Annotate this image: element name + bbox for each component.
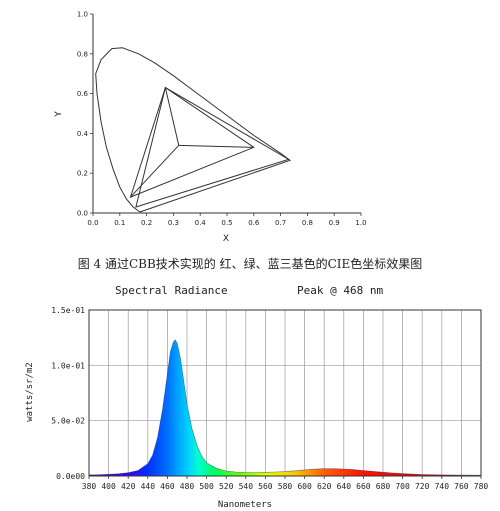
spectral-plot-frame	[88, 309, 482, 477]
spectral-y-axis-label: watts/sr/m2	[25, 362, 35, 422]
cie-x-tick-label: 0.2	[141, 219, 152, 227]
white-point-connector-1	[164, 87, 180, 146]
cie-y-tick-label: 0.8	[77, 50, 88, 58]
spectral-x-tick-label: 400	[101, 482, 116, 491]
spectral-x-tick-label: 480	[180, 482, 195, 491]
cie-y-axis-label: Y	[54, 111, 64, 118]
spectral-y-tick-label: 1.0e-01	[51, 361, 85, 370]
spectral-x-tick-label: 780	[474, 482, 489, 491]
cie-x-tick-label: 0.3	[168, 219, 179, 227]
spectral-radiance-line	[88, 339, 482, 476]
spectral-chart-title: Spectral Radiance	[115, 284, 228, 297]
color-gamut-triangle-1	[129, 86, 255, 198]
spectral-x-tick-label: 460	[160, 482, 175, 491]
figure-caption: 图 4 通过CBB技术实现的 红、绿、蓝三基色的CIE色坐标效果图	[77, 257, 423, 271]
cie-x-tick-label: 0.0	[87, 219, 98, 227]
cie-x-tick-label: 0.6	[248, 219, 260, 227]
spectral-x-axis-label: Nanometers	[218, 500, 272, 510]
spectral-radiance-area	[89, 339, 481, 476]
peak-annotation: Peak @ 468 nm	[297, 284, 383, 297]
spectral-x-tick-label: 560	[258, 482, 273, 491]
cie-x-tick-label: 0.4	[195, 219, 207, 227]
spectral-radiance-chart: Spectral Radiance Peak @ 468 nm 380 400 42…	[25, 284, 488, 510]
cie-x-tick-label: 1.0	[355, 219, 366, 227]
cie-x-axis-label: X	[223, 234, 229, 244]
cie-x-tick-label: 0.1	[114, 219, 125, 227]
cie-plot	[95, 47, 292, 213]
spectral-x-tick-label: 640	[337, 482, 352, 491]
cie-y-tick-label: 0.2	[77, 170, 88, 178]
spectral-x-tick-label: 420	[121, 482, 136, 491]
color-gamut-triangle-2	[135, 86, 290, 208]
spectral-y-tick-label: 0.0e00	[56, 472, 85, 481]
cie-y-tick-label: 0.4	[77, 130, 89, 138]
spectral-locus	[95, 47, 292, 213]
spectral-x-tick-label: 760	[454, 482, 469, 491]
spectral-x-tick-label: 620	[317, 482, 332, 491]
spectral-x-tick-label: 700	[395, 482, 410, 491]
cie-y-tick-label: 0.0	[77, 210, 88, 218]
spectral-x-tick-label: 720	[415, 482, 430, 491]
spectral-x-tick-label: 500	[199, 482, 214, 491]
white-point-connector-3	[130, 144, 180, 198]
cie-axes: 0.0 0.1 0.2 0.3 0.4 0.5 0.6 0.7 0.8 0.9 1.0 0.0 0.2 0…	[77, 11, 367, 228]
spectral-x-tick-label: 660	[356, 482, 371, 491]
cie-x-tick-label: 0.9	[329, 219, 340, 227]
spectral-x-tick-label: 600	[297, 482, 312, 491]
cie-x-tick-label: 0.7	[275, 219, 286, 227]
cie-y-tick-label: 1.0	[77, 11, 88, 19]
spectral-x-tick-label: 520	[219, 482, 234, 491]
spectral-y-tick-label: 1.5e-01	[51, 306, 85, 315]
spectral-x-tick-label: 380	[82, 482, 97, 491]
spectral-x-tick-label: 540	[239, 482, 254, 491]
cie-x-tick-label: 0.8	[302, 219, 313, 227]
spectral-x-tick-label: 440	[141, 482, 156, 491]
cie-chromaticity-chart: 0.0 0.1 0.2 0.3 0.4 0.5 0.6 0.7 0.8 0.9 1.0 0.0 0.2 0…	[54, 11, 367, 245]
spectral-plot	[88, 339, 482, 476]
cie-x-tick-label: 0.5	[221, 219, 232, 227]
cie-y-tick-label: 0.6	[77, 90, 89, 98]
spectral-x-tick-label: 680	[376, 482, 391, 491]
spectral-grid	[88, 309, 482, 477]
white-point-connector-2	[178, 144, 254, 148]
spectral-y-tick-label: 5.0e-02	[51, 417, 85, 426]
spectral-axes: 380 400 420 440 460 480 500 520 540 560 580 600 620 6…	[51, 306, 488, 491]
spectral-x-tick-label: 580	[278, 482, 293, 491]
spectral-x-tick-label: 740	[435, 482, 450, 491]
